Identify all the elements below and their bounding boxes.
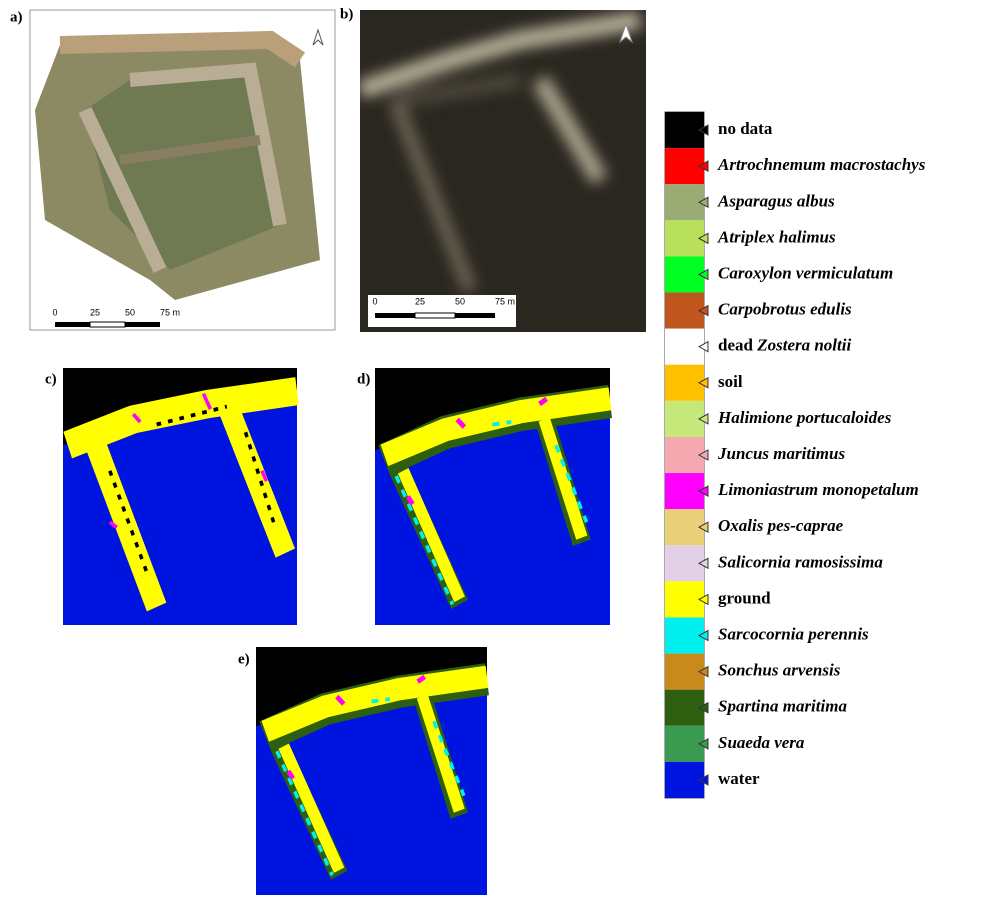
legend-label: Asparagus albus (717, 191, 835, 210)
scale-bar (55, 322, 160, 327)
legend-label: Juncus maritimus (717, 444, 845, 463)
page: {"panels": [ {"label": "a)", "scale_bar"… (0, 0, 985, 897)
panel-label: a) (10, 9, 23, 25)
legend-label: Spartina maritima (718, 697, 847, 716)
legend-label: dead Zostera noltii (718, 336, 851, 355)
legend-label: Sonchus arvensis (718, 661, 841, 680)
legend-label-part: dead (718, 336, 757, 355)
scale-label: 50 (125, 307, 135, 317)
panel-label: b) (340, 6, 353, 22)
panel-label: c) (45, 371, 57, 387)
panel-label: d) (357, 371, 370, 387)
legend-label-part: Artrochnemum macrostachys (717, 155, 926, 174)
legend-label: Sarcocornia perennis (718, 624, 869, 643)
scale-label: 0 (372, 296, 377, 306)
legend-label-part: Limoniastrum monopetalum (717, 480, 919, 499)
legend-label-part: Juncus maritimus (717, 444, 845, 463)
legend-label-part: soil (718, 372, 743, 391)
scale-label: 0 (52, 307, 57, 317)
scale-label: 25 (90, 307, 100, 317)
legend-label-part: Zostera noltii (756, 336, 851, 355)
classification-map (63, 368, 297, 625)
legend-label: Carpobrotus edulis (718, 299, 852, 318)
legend-label: Halimione portucaloides (717, 408, 892, 427)
legend-label-part: Halimione portucaloides (717, 408, 892, 427)
legend-label-part: Sonchus arvensis (718, 661, 841, 680)
scale-label: 75 m (160, 307, 180, 317)
classification-map (256, 647, 487, 895)
legend-label-part: Sarcocornia perennis (718, 624, 869, 643)
legend-label: Limoniastrum monopetalum (717, 480, 919, 499)
classification-map (375, 368, 610, 625)
legend-label-part: no data (718, 119, 773, 138)
legend-label: soil (718, 372, 743, 391)
legend-label-part: Oxalis pes-caprae (718, 516, 844, 535)
legend-label-part: Salicornia ramosissima (718, 552, 883, 571)
legend-label-part: ground (718, 588, 771, 607)
legend-label-part: Spartina maritima (718, 697, 847, 716)
scale-label: 25 (415, 296, 425, 306)
legend-label-part: Carpobrotus edulis (718, 299, 852, 318)
scale-bar (368, 295, 516, 327)
legend-label: Oxalis pes-caprae (718, 516, 844, 535)
legend-label: Atriplex halimus (717, 227, 836, 246)
legend-label-part: water (718, 769, 760, 788)
figure: a) 0 25 50 75 m b) 0 25 50 75 m c) d) e) no data Artro… (0, 0, 985, 897)
scale-label: 75 m (495, 296, 515, 306)
legend-label-part: Atriplex halimus (717, 227, 836, 246)
satellite-image (360, 10, 646, 332)
legend-label: Salicornia ramosissima (718, 552, 883, 571)
legend-label: water (718, 769, 760, 788)
legend-label-part: Asparagus albus (717, 191, 835, 210)
legend-label: no data (718, 119, 773, 138)
panel-label: e) (238, 651, 250, 667)
legend-label: Caroxylon vermiculatum (718, 263, 893, 282)
legend-label: Artrochnemum macrostachys (717, 155, 926, 174)
scale-label: 50 (455, 296, 465, 306)
legend-label-part: Caroxylon vermiculatum (718, 263, 893, 282)
legend-label-part: Suaeda vera (718, 733, 805, 752)
legend-label: ground (718, 588, 771, 607)
legend-label: Suaeda vera (718, 733, 805, 752)
